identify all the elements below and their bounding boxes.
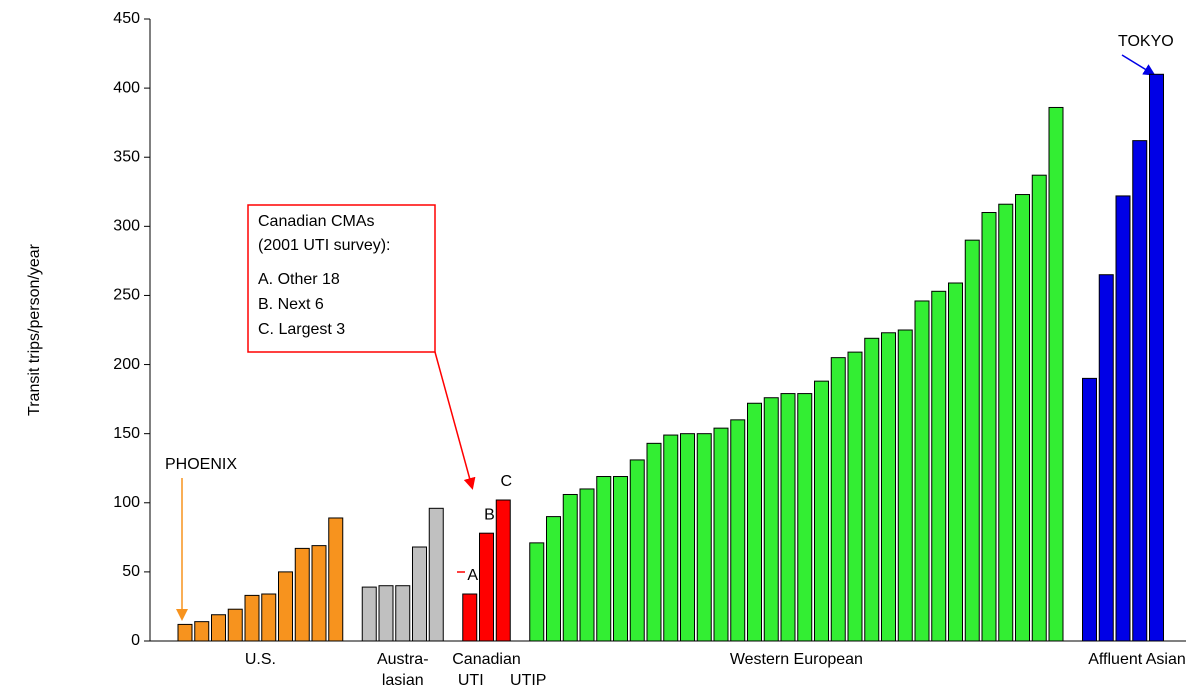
bar xyxy=(462,593,478,642)
bar xyxy=(763,397,779,642)
bar xyxy=(1132,140,1148,642)
bar xyxy=(479,532,494,642)
bar xyxy=(261,593,277,642)
bar xyxy=(562,493,578,642)
bar xyxy=(311,545,327,642)
bar xyxy=(495,499,511,642)
y-tick-label: 350 xyxy=(113,148,140,165)
bar xyxy=(1115,195,1131,642)
bar xyxy=(730,419,746,642)
annotation-text: Canadian CMAs xyxy=(258,213,375,230)
annotation-text: A. Other 18 xyxy=(258,271,340,288)
y-tick-label: 250 xyxy=(113,287,140,304)
bar xyxy=(328,517,344,642)
bar xyxy=(663,434,679,642)
tokyo-arrow xyxy=(1121,54,1156,76)
annotation-arrow xyxy=(434,351,476,490)
group-sublabel: UTIP xyxy=(510,672,546,688)
bar xyxy=(1149,73,1164,642)
bar xyxy=(428,507,444,642)
group-label: Affluent Asian xyxy=(1088,651,1186,668)
bar xyxy=(948,282,963,642)
bar xyxy=(814,380,829,642)
bar xyxy=(529,542,545,642)
bar xyxy=(194,621,210,642)
bar xyxy=(680,433,695,642)
bar xyxy=(830,357,846,642)
bar xyxy=(881,332,896,642)
y-tick-label: 50 xyxy=(122,563,140,580)
bar xyxy=(847,351,863,642)
bar xyxy=(646,442,662,642)
bar xyxy=(981,212,997,642)
phoenix-label: PHOENIX xyxy=(165,456,237,473)
group-sublabel: UTI xyxy=(458,672,484,688)
bar xyxy=(696,433,712,642)
y-tick-label: 150 xyxy=(113,425,140,442)
bar xyxy=(897,329,913,642)
bar xyxy=(713,427,729,642)
group-label: Western European xyxy=(730,651,863,668)
bar xyxy=(378,585,394,642)
bar xyxy=(546,516,561,642)
bar xyxy=(412,546,427,642)
y-tick-label: 450 xyxy=(113,10,140,27)
y-tick-label: 100 xyxy=(113,494,140,511)
bar xyxy=(864,337,880,642)
bar-label: B xyxy=(484,506,495,523)
bar xyxy=(294,547,310,642)
bar-label: C xyxy=(500,473,512,490)
y-tick-label: 0 xyxy=(131,632,140,649)
y-axis-label: Transit trips/person/year xyxy=(26,243,43,416)
bar xyxy=(998,203,1014,642)
group-label: U.S. xyxy=(245,651,276,668)
annotation-text: (2001 UTI survey): xyxy=(258,237,390,254)
group-label: Canadian xyxy=(452,651,521,668)
bar xyxy=(1031,174,1047,642)
group-sublabel: lasian xyxy=(382,672,424,688)
bar xyxy=(278,571,293,642)
bar xyxy=(914,300,930,642)
annotation-box xyxy=(247,204,436,353)
group-label: Austra- xyxy=(377,651,429,668)
bar xyxy=(747,402,762,642)
bar xyxy=(629,459,645,642)
bar xyxy=(211,614,226,642)
bar xyxy=(227,608,243,642)
bar xyxy=(1048,106,1064,642)
bar xyxy=(780,393,796,642)
y-tick-label: 400 xyxy=(113,79,140,96)
bar xyxy=(244,594,260,642)
bar xyxy=(596,476,612,642)
bar xyxy=(797,393,813,642)
bar xyxy=(931,290,947,642)
bar xyxy=(177,623,193,642)
bar xyxy=(361,586,377,642)
bar xyxy=(1015,194,1030,642)
bar xyxy=(395,585,411,642)
bar xyxy=(579,488,595,642)
bar xyxy=(1098,274,1114,642)
bar xyxy=(964,239,980,642)
bar xyxy=(613,476,628,642)
tokyo-label: TOKYO xyxy=(1118,33,1174,50)
bar xyxy=(1082,377,1097,642)
bar-label: A xyxy=(467,567,478,584)
annotation-text: C. Largest 3 xyxy=(258,321,345,338)
y-tick-label: 200 xyxy=(113,356,140,373)
y-tick-label: 300 xyxy=(113,218,140,235)
annotation-text: B. Next 6 xyxy=(258,296,324,313)
